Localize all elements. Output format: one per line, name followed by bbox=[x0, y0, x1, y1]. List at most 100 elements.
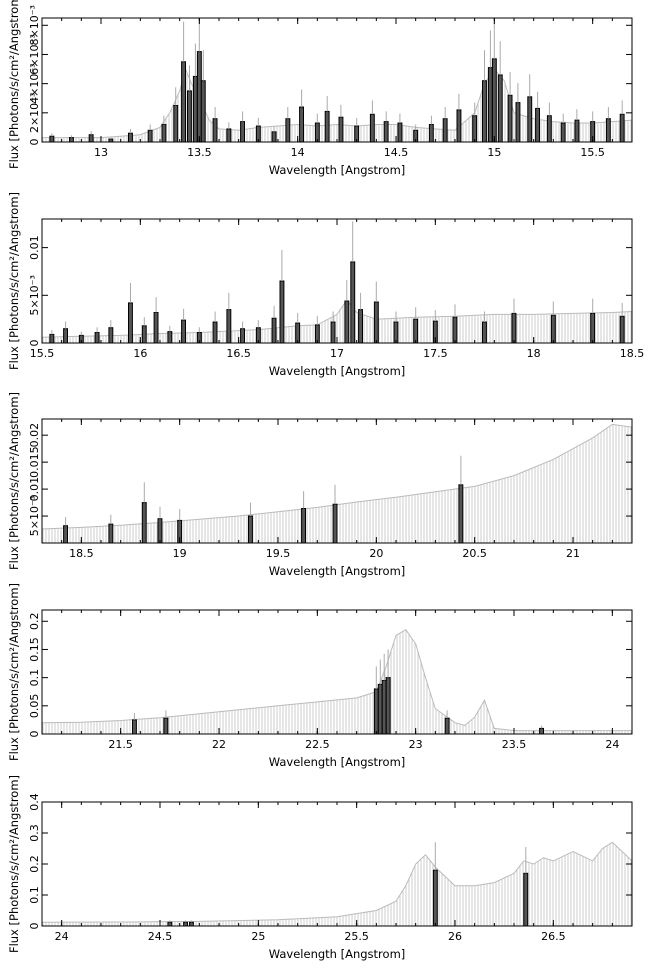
data-bar bbox=[383, 121, 389, 143]
data-bar bbox=[108, 523, 114, 544]
data-bar bbox=[181, 61, 187, 143]
x-tick-label: 13 bbox=[94, 146, 108, 159]
y-tick-label: 0.1 bbox=[28, 886, 41, 904]
data-bar bbox=[381, 680, 387, 735]
x-tick-label: 20 bbox=[369, 547, 383, 560]
data-bar bbox=[271, 317, 277, 344]
model-series bbox=[41, 841, 633, 923]
data-bar bbox=[161, 124, 167, 143]
data-bar bbox=[373, 688, 379, 735]
data-bar bbox=[456, 109, 462, 143]
data-bar bbox=[128, 132, 133, 143]
data-bar bbox=[240, 121, 246, 143]
y-axis-label: Flux [Photons/s/cm²/Angstrom] bbox=[7, 192, 21, 370]
data-bar bbox=[279, 280, 285, 344]
data-bar bbox=[173, 105, 179, 143]
y-tick-label: 4×10⁻³ bbox=[28, 63, 41, 103]
data-bar bbox=[181, 319, 187, 344]
data-bar bbox=[141, 325, 147, 344]
data-bar bbox=[69, 137, 74, 143]
data-bar bbox=[330, 321, 336, 344]
y-tick-label: 0 bbox=[28, 340, 41, 347]
data-bar bbox=[539, 727, 544, 735]
y-axis-label: Flux [Photons/s/cm²/Angstrom] bbox=[7, 583, 21, 761]
data-bar bbox=[535, 107, 540, 143]
data-bar bbox=[49, 135, 55, 143]
x-tick-label: 17 bbox=[330, 347, 344, 360]
model-hatching bbox=[42, 842, 632, 926]
y-tick-label: 0.2 bbox=[28, 855, 41, 873]
x-tick-label: 25.5 bbox=[344, 930, 369, 943]
y-tick-label: 0 bbox=[28, 139, 41, 146]
x-axis-label: Wavelength [Angstrom] bbox=[269, 163, 406, 177]
panel-4: 21.5 22 22.5 23 23.5 24 0 0.05 0.1 0.15 0.2 Wavelen… bbox=[7, 583, 633, 769]
x-tick-label: 23 bbox=[409, 738, 423, 751]
data-bar bbox=[619, 113, 625, 143]
data-bar bbox=[200, 80, 206, 143]
data-bar bbox=[128, 302, 133, 344]
data-bar bbox=[385, 677, 391, 735]
x-axis-label: Wavelength [Angstrom] bbox=[269, 755, 406, 769]
panel-2: 15.5 16 16.5 17 17.5 18 18.5 0 5×10⁻³ 0.01 Wavelen… bbox=[7, 192, 644, 378]
data-bar bbox=[196, 51, 202, 143]
x-tick-label: 16 bbox=[133, 347, 147, 360]
data-bar bbox=[189, 921, 194, 927]
data-bar bbox=[344, 300, 350, 344]
x-axis-label: Wavelength [Angstrom] bbox=[269, 564, 406, 578]
x-tick-label: 26.5 bbox=[541, 930, 566, 943]
x-tick-label: 18.5 bbox=[69, 547, 94, 560]
y-tick-label: 0.015 bbox=[28, 446, 41, 478]
data-bar bbox=[605, 118, 611, 143]
data-bar bbox=[167, 921, 173, 927]
y-tick-label: 0 bbox=[28, 923, 41, 930]
data-bar bbox=[141, 502, 147, 544]
data-bar bbox=[350, 261, 356, 344]
y-tick-label: 2×10⁻³ bbox=[28, 93, 41, 133]
data-bar bbox=[527, 96, 533, 143]
y-tick-label: 8×10⁻³ bbox=[28, 5, 41, 45]
x-tick-label: 19.5 bbox=[266, 547, 291, 560]
model-series bbox=[41, 423, 633, 530]
x-tick-label: 24.5 bbox=[148, 930, 173, 943]
data-bar bbox=[550, 314, 556, 344]
data-bar bbox=[413, 318, 419, 344]
data-bar bbox=[358, 309, 364, 344]
data-bar bbox=[574, 119, 580, 143]
data-bar bbox=[497, 74, 503, 143]
data-bar bbox=[442, 118, 448, 143]
x-axis-label: Wavelength [Angstrom] bbox=[269, 364, 406, 378]
x-tick-label: 20.5 bbox=[462, 547, 487, 560]
data-bar bbox=[511, 312, 517, 344]
x-tick-label: 23.5 bbox=[502, 738, 527, 751]
data-bar bbox=[94, 332, 100, 344]
data-bar bbox=[546, 115, 552, 143]
y-tick-label: 0.15 bbox=[28, 637, 41, 662]
data-bar bbox=[428, 124, 434, 143]
model-series bbox=[41, 299, 633, 338]
data-bar bbox=[397, 122, 403, 143]
x-tick-label: 21.5 bbox=[108, 738, 133, 751]
x-axis-label: Wavelength [Angstrom] bbox=[269, 947, 406, 961]
data-bar bbox=[153, 312, 159, 344]
data-bar bbox=[560, 122, 566, 143]
data-bar bbox=[590, 312, 596, 344]
x-tick-label: 18.5 bbox=[620, 347, 645, 360]
x-tick-label: 13.5 bbox=[187, 146, 212, 159]
data-bar bbox=[458, 484, 464, 544]
data-bar bbox=[226, 309, 232, 344]
y-tick-label: 0.01 bbox=[28, 477, 41, 502]
model-hatching bbox=[42, 71, 632, 142]
x-tick-label: 17.5 bbox=[423, 347, 448, 360]
x-tick-label: 15.5 bbox=[580, 146, 605, 159]
y-axis-label: Flux [Photons/s/cm²/Angstrom] bbox=[7, 775, 21, 953]
data-bar bbox=[187, 90, 192, 143]
x-tick-label: 25 bbox=[251, 930, 265, 943]
data-bar bbox=[491, 58, 497, 143]
x-tick-label: 26 bbox=[448, 930, 462, 943]
data-bar bbox=[482, 80, 487, 143]
x-tick-label: 22 bbox=[212, 738, 226, 751]
data-bar bbox=[226, 128, 232, 143]
data-bar bbox=[619, 315, 625, 344]
